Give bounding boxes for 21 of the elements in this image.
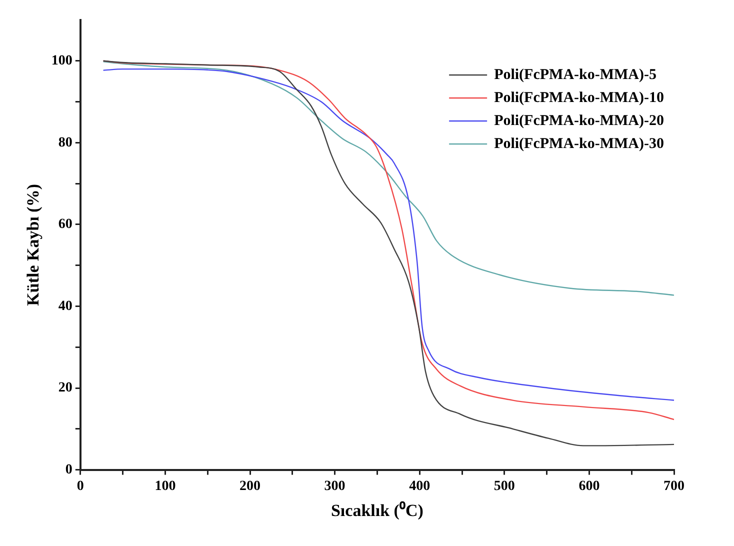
legend-label: Poli(FcPMA-ko-MMA)-10 bbox=[494, 90, 664, 106]
y-axis-title: Kütle Kaybı (%) bbox=[24, 184, 43, 306]
x-tick-label: 0 bbox=[76, 478, 84, 494]
x-axis-title: Sıcaklık (⁰C) bbox=[330, 501, 424, 520]
legend-label: Poli(FcPMA-ko-MMA)-5 bbox=[494, 66, 656, 83]
x-tick-label: 700 bbox=[664, 478, 684, 494]
x-tick-label: 500 bbox=[494, 478, 515, 494]
x-tick-label: 200 bbox=[240, 478, 260, 494]
y-tick-label: 80 bbox=[58, 135, 72, 150]
y-tick-label: 60 bbox=[58, 217, 72, 232]
x-tick-label: 100 bbox=[154, 478, 176, 494]
y-tick-label: 40 bbox=[58, 298, 72, 314]
x-tick-label: 600 bbox=[578, 478, 600, 494]
y-tick-label: 20 bbox=[58, 380, 72, 396]
y-tick-label: 0 bbox=[65, 462, 72, 478]
x-tick-label: 300 bbox=[324, 478, 346, 494]
y-tick-label: 100 bbox=[51, 54, 72, 68]
line-series bbox=[102, 61, 674, 296]
legend-label: Poli(FcPMA-ko-MMA)-20 bbox=[494, 112, 664, 129]
legend-label: Poli(FcPMA-ko-MMA)-30 bbox=[494, 136, 664, 152]
x-tick-label: 400 bbox=[409, 478, 430, 494]
